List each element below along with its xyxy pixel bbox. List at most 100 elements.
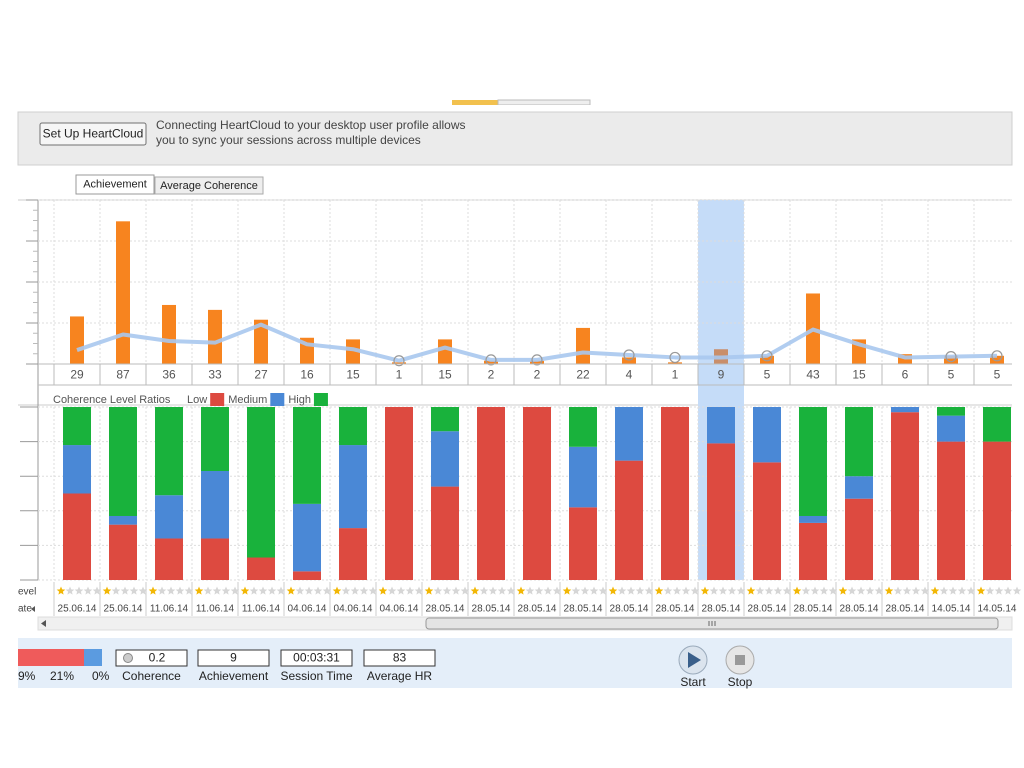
star [175, 586, 185, 595]
ratio-segment [201, 407, 229, 472]
session-date: 28.05.14 [886, 604, 925, 615]
achievement-label: 36 [162, 368, 176, 382]
star [562, 586, 572, 595]
star [203, 586, 213, 595]
star [718, 586, 728, 595]
achievement-label: 15 [852, 368, 866, 382]
level-stars [470, 586, 516, 595]
button-label: Start [680, 675, 706, 689]
achievement-label: 43 [806, 368, 820, 382]
ratio-segment [293, 571, 321, 580]
achievement-label: 87 [116, 368, 130, 382]
scroll-left-arrow[interactable] [41, 620, 46, 627]
star [884, 586, 894, 595]
legend-swatch [270, 393, 285, 406]
star [930, 586, 940, 595]
toolbar-strip [452, 100, 498, 105]
star [56, 586, 66, 595]
trend-marker [991, 350, 1003, 362]
ratio-segment [155, 495, 183, 539]
coherence-indicator [123, 653, 133, 663]
ratio-segment [615, 407, 643, 461]
ratio-segment [569, 407, 597, 447]
level-stars [884, 586, 930, 595]
ratio-segment [63, 407, 91, 446]
session-date: 25.06.14 [58, 604, 97, 615]
star [83, 586, 93, 595]
ratio-segment [293, 407, 321, 504]
trend-marker [623, 349, 635, 361]
star [874, 586, 884, 595]
session-date: 28.05.14 [748, 604, 787, 615]
status-field [197, 649, 270, 667]
ratio-segment [569, 507, 597, 580]
session-date: 11.06.14 [196, 604, 235, 615]
achievement-bar [668, 362, 682, 364]
heartcloud-button[interactable] [39, 122, 147, 146]
star [267, 586, 277, 595]
trend-marker [531, 354, 543, 366]
star [414, 586, 424, 595]
status-value: 83 [393, 651, 407, 665]
ratio-segment [891, 412, 919, 580]
ratio-segment [63, 445, 91, 494]
star [773, 586, 783, 595]
ratio-segment [109, 524, 137, 580]
star [709, 586, 719, 595]
ratio-segment [109, 407, 137, 516]
star [1012, 586, 1022, 595]
trend-marker [761, 350, 773, 362]
star [635, 586, 645, 595]
star [672, 586, 682, 595]
star [488, 586, 498, 595]
star [396, 586, 406, 595]
level-stars [424, 586, 470, 595]
achievement-label: 5 [948, 368, 955, 382]
level-stars [746, 586, 792, 595]
ratio-segment [845, 407, 873, 477]
star [608, 586, 618, 595]
level-stars [102, 586, 148, 595]
status-label: Coherence [122, 669, 181, 683]
star [497, 586, 507, 595]
star [589, 586, 599, 595]
ratio-segment [661, 407, 689, 580]
star [460, 586, 470, 595]
level-stars [792, 586, 838, 595]
level-stars [148, 586, 194, 595]
star [543, 586, 553, 595]
session-date: 28.05.14 [840, 604, 879, 615]
ratio-segment [799, 522, 827, 580]
star [644, 586, 654, 595]
ratio-segment [753, 407, 781, 463]
star [598, 586, 608, 595]
star [902, 586, 912, 595]
legend-swatch [210, 393, 225, 406]
tab[interactable] [154, 176, 264, 195]
stop-icon [735, 655, 745, 665]
level-stars [56, 586, 102, 595]
achievement-label: 5 [764, 368, 771, 382]
level-stars [930, 586, 976, 595]
achievement-label: 1 [672, 368, 679, 382]
ratio-segment [615, 460, 643, 580]
tab-label: Average Coherence [160, 180, 258, 192]
ratio-segment [799, 515, 827, 523]
session-date: 14.05.14 [978, 604, 1017, 615]
star [828, 586, 838, 595]
header-panel [17, 111, 1013, 166]
tab[interactable] [75, 174, 155, 195]
ratio-segment [293, 503, 321, 572]
ratio-segment [385, 407, 413, 580]
session-date: 28.05.14 [610, 604, 649, 615]
star [856, 586, 866, 595]
achievement-bar [622, 357, 636, 364]
star [985, 586, 995, 595]
ratio-segment [431, 431, 459, 487]
ratio-segment [799, 407, 827, 516]
achievement-label: 2 [488, 368, 495, 382]
star [966, 586, 976, 595]
tab-label: Achievement [83, 178, 147, 190]
star [286, 586, 296, 595]
ratio-segment [247, 407, 275, 558]
